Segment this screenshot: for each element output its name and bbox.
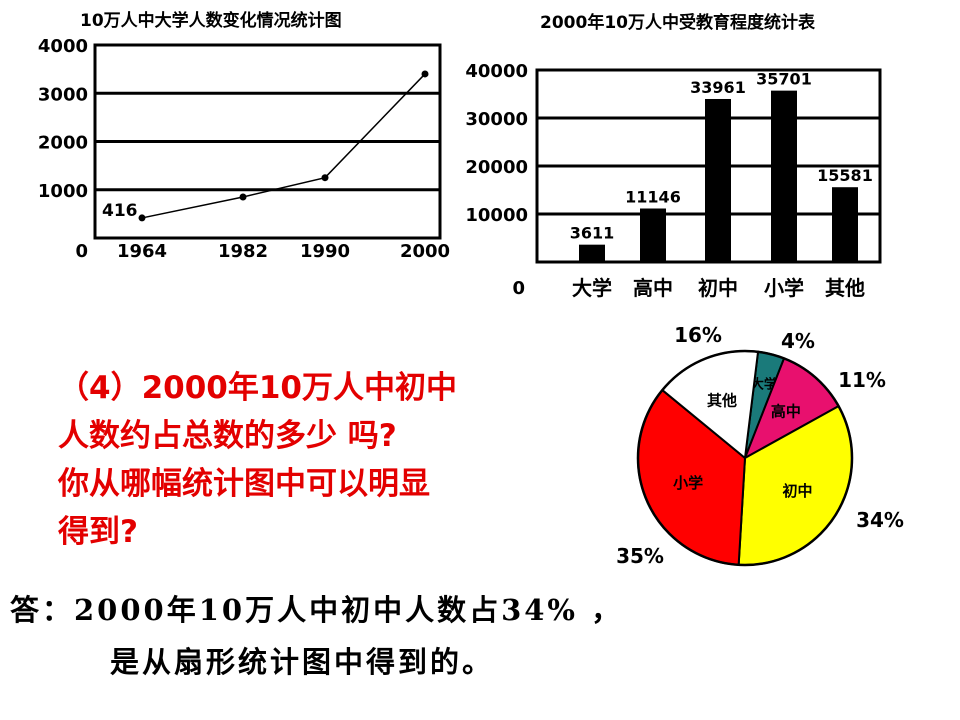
x-tick-label: 1964	[117, 241, 167, 262]
category-label: 初中	[698, 276, 738, 300]
bar-chart-title: 2000年10万人中受教育程度统计表	[540, 13, 815, 33]
data-point	[321, 174, 329, 182]
line-chart: 0 1000 2000 3000 4000 1964 1982 1990 2000 416	[38, 36, 450, 262]
bar	[579, 244, 605, 262]
data-label: 3611	[570, 224, 615, 243]
y-tick-label: 40000	[465, 61, 528, 82]
data-label: 33961	[690, 78, 746, 97]
slice-percent-label: 35%	[616, 544, 664, 568]
slice-label: 初中	[783, 482, 813, 500]
bar	[705, 98, 731, 262]
bar	[771, 90, 797, 263]
slice-label: 小学	[673, 474, 703, 492]
answer-line-2: 是从扇形统计图中得到的。	[110, 645, 495, 679]
pie-chart: 大学 4% 高中 11% 初中 34% 小学 35% 其他 16%	[616, 323, 904, 568]
category-label: 其他	[825, 276, 865, 300]
answer-text: 答：2000年10万人中初中人数占34% ， 是从扇形统计图中得到的。	[10, 584, 950, 688]
category-label: 高中	[633, 276, 673, 300]
data-point	[138, 214, 146, 222]
line-chart-title: 10万人中大学人数变化情况统计图	[80, 11, 342, 31]
slice-percent-label: 4%	[781, 329, 815, 353]
slice-label: 大学	[751, 376, 777, 392]
y-tick-label: 0	[512, 278, 525, 299]
pie-outline	[636, 349, 854, 567]
bar-chart: 0 10000 20000 30000 40000 3611 11146 33961 35701…	[465, 61, 882, 300]
slice-percent-label: 11%	[838, 368, 886, 392]
category-label: 大学	[572, 276, 612, 300]
x-tick-label: 1990	[300, 241, 350, 262]
slice-label: 高中	[771, 402, 801, 420]
slice-label: 其他	[707, 391, 737, 409]
y-tick-label: 4000	[38, 36, 88, 57]
slice-percent-label: 16%	[674, 323, 722, 347]
series-line	[141, 73, 426, 219]
question-text: （4）2000年10万人中初中 人数约占总数的多少 吗? 你从哪幅统计图中可以明…	[58, 364, 578, 556]
y-tick-label: 2000	[38, 133, 88, 154]
question-line: 你从哪幅统计图中可以明显	[58, 466, 430, 502]
data-label: 11146	[625, 187, 681, 206]
data-label: 416	[102, 201, 138, 221]
slice-percent-label: 34%	[856, 508, 904, 532]
question-line: 人数约占总数的多少 吗?	[58, 418, 397, 454]
data-point	[421, 70, 429, 78]
data-label: 15581	[817, 166, 873, 185]
bar	[640, 208, 666, 262]
x-tick-label: 1982	[218, 241, 268, 262]
y-tick-label: 1000	[38, 181, 88, 202]
question-line: （4）2000年10万人中初中	[58, 370, 457, 406]
y-tick-label: 30000	[465, 109, 528, 130]
data-label: 35701	[756, 70, 812, 89]
data-point	[239, 193, 247, 201]
y-tick-label: 10000	[465, 205, 528, 226]
y-tick-label: 3000	[38, 84, 88, 105]
category-label: 小学	[764, 276, 804, 300]
y-tick-label: 0	[75, 241, 88, 262]
answer-line-1: 答：2000年10万人中初中人数占34% ，	[10, 593, 624, 627]
question-line: 得到?	[58, 514, 138, 550]
x-tick-label: 2000	[400, 241, 450, 262]
y-tick-label: 20000	[465, 157, 528, 178]
bar	[832, 187, 858, 262]
